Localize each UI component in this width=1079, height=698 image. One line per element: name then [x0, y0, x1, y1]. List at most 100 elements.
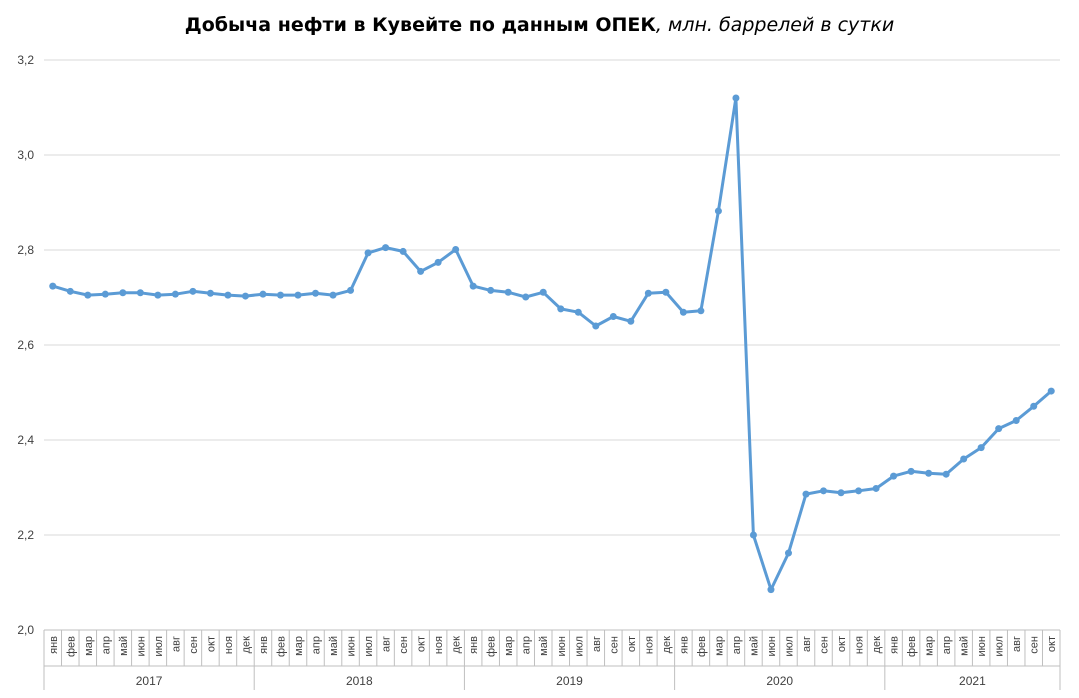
x-tick-month: май [748, 636, 760, 656]
x-tick-month: авг [381, 636, 393, 652]
data-point [802, 490, 810, 498]
x-tick-month: июл [994, 636, 1006, 657]
data-point [732, 94, 740, 102]
data-point [399, 247, 407, 255]
series-oil-production [49, 94, 1055, 594]
data-point [522, 293, 530, 301]
x-tick-month: сен [398, 636, 410, 654]
data-point [364, 249, 372, 257]
data-point [259, 290, 267, 298]
x-tick-month: апр [731, 636, 743, 654]
data-point [487, 286, 495, 294]
data-point [347, 286, 355, 294]
x-tick-month: мар [924, 636, 936, 656]
x-tick-month: фев [906, 636, 918, 657]
data-point [890, 472, 898, 480]
x-tick-month: июл [363, 636, 375, 657]
y-tick-label: 3,0 [17, 148, 34, 162]
data-point [749, 531, 757, 539]
x-tick-month: апр [100, 636, 112, 654]
x-tick-month: фев [696, 636, 708, 657]
x-tick-year: 2018 [346, 674, 373, 688]
data-point [329, 291, 337, 299]
data-point [101, 290, 109, 298]
x-tick-month: ноя [433, 636, 445, 654]
data-point [154, 291, 162, 299]
x-tick-month: мар [83, 636, 95, 656]
x-tick-month: окт [626, 636, 638, 652]
gridlines [44, 59, 1060, 536]
x-tick-month: июл [573, 636, 585, 657]
x-tick-month: май [118, 636, 130, 656]
x-tick-year: 2017 [136, 674, 163, 688]
data-point [1012, 417, 1020, 425]
x-tick-month: апр [311, 636, 323, 654]
data-point [977, 444, 985, 452]
x-tick-month: фев [486, 636, 498, 657]
x-tick-month: ноя [854, 636, 866, 654]
x-tick-month: сен [819, 636, 831, 654]
data-point [855, 487, 863, 495]
x-tick-month: июл [783, 636, 795, 657]
y-tick-label: 3,2 [17, 53, 34, 67]
x-tick-month: янв [468, 636, 480, 654]
data-point [609, 313, 617, 320]
data-point [907, 467, 915, 475]
data-point [1047, 387, 1055, 395]
x-tick-month: ноя [223, 636, 235, 654]
x-tick-month: мар [293, 636, 305, 656]
data-point [995, 425, 1003, 433]
data-point [241, 292, 249, 300]
x-tick-month: мар [503, 636, 515, 656]
x-tick-month: сен [1029, 636, 1041, 654]
data-point [452, 246, 460, 254]
data-point [820, 487, 828, 495]
data-point [84, 291, 92, 299]
data-point [662, 288, 670, 296]
data-point [224, 291, 232, 299]
x-tick-month: фев [275, 636, 287, 657]
data-point [679, 308, 687, 316]
x-tick-month: апр [521, 636, 533, 654]
y-axis-labels: 2,0 2,2 2,4 2,6 2,8 3,0 3,2 [17, 53, 34, 637]
y-tick-label: 2,0 [17, 623, 34, 637]
x-tick-month: фев [65, 636, 77, 657]
data-point [644, 289, 652, 297]
y-tick-label: 2,4 [17, 433, 34, 447]
x-tick-month: окт [836, 636, 848, 652]
y-tick-label: 2,6 [17, 338, 34, 352]
x-tick-month: дек [871, 636, 883, 654]
x-tick-month: июн [766, 636, 778, 656]
y-tick-label: 2,2 [17, 528, 34, 542]
x-tick-month: май [328, 636, 340, 656]
x-tick-month: сен [188, 636, 200, 654]
x-tick-year: 2019 [556, 674, 583, 688]
data-point [382, 244, 390, 252]
data-point [276, 291, 284, 299]
x-tick-month: дек [240, 636, 252, 654]
x-tick-month: янв [48, 636, 60, 654]
x-tick-month: дек [451, 636, 463, 654]
x-tick-year: 2021 [959, 674, 986, 688]
x-tick-month: авг [170, 636, 182, 652]
x-tick-month: июл [153, 636, 165, 657]
data-point [171, 290, 179, 298]
chart-title: Добыча нефти в Кувейте по данным ОПЕК, м… [0, 14, 1079, 36]
chart-title-unit: , млн. баррелей в сутки [655, 14, 895, 36]
x-tick-month: июн [135, 636, 147, 656]
data-point [469, 282, 477, 290]
x-tick-month: окт [205, 636, 217, 652]
y-tick-label: 2,8 [17, 243, 34, 257]
data-point [504, 288, 512, 296]
x-axis: янв фев мар апр май июн июл авг сен окт ноя дек янв ф… [43, 629, 1061, 690]
data-point [714, 207, 722, 215]
x-tick-month: сен [608, 636, 620, 654]
x-tick-year: 2020 [766, 674, 793, 688]
data-point [697, 307, 705, 315]
x-tick-month: авг [801, 636, 813, 652]
x-tick-month: дек [661, 636, 673, 654]
data-point [189, 287, 197, 295]
data-point [627, 317, 635, 325]
x-tick-month: янв [889, 636, 901, 654]
series-line [52, 96, 1053, 592]
